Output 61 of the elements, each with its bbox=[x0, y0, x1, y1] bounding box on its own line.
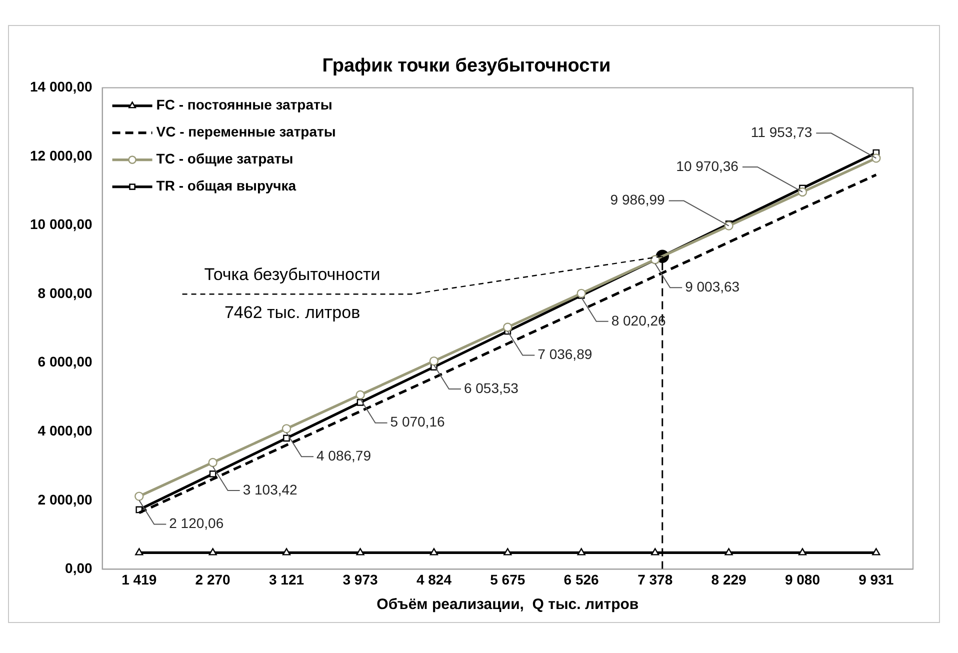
annotation: Точка безубыточности bbox=[204, 264, 380, 284]
point bbox=[209, 470, 216, 478]
x-tick-label: 4 824 bbox=[416, 571, 452, 588]
point bbox=[724, 548, 733, 556]
x-axis-title: Объём реализации, Q тыс. литров bbox=[376, 596, 639, 614]
x-tick-label: 2 270 bbox=[195, 571, 231, 588]
point bbox=[798, 548, 807, 556]
annotation: 7462 тыс. литров bbox=[224, 302, 360, 322]
y-tick-label: 4 000,00 bbox=[38, 422, 92, 439]
point bbox=[282, 548, 291, 556]
data-label: 6 053,53 bbox=[464, 380, 519, 396]
point bbox=[576, 288, 586, 298]
x-tick-label: 6 526 bbox=[564, 571, 600, 588]
data-label: 11 953,73 bbox=[750, 124, 812, 140]
data-label: 9 986,99 bbox=[610, 192, 665, 208]
legend-label: FC - постоянные затраты bbox=[156, 96, 332, 113]
point bbox=[577, 548, 586, 556]
point bbox=[503, 322, 512, 332]
x-tick-label: 3 973 bbox=[342, 571, 378, 588]
legend-label: VC - переменные затраты bbox=[156, 124, 336, 140]
chart-title: График точки безубыточности bbox=[322, 56, 611, 77]
point bbox=[724, 221, 734, 230]
x-tick-label: 7 378 bbox=[638, 571, 673, 588]
point bbox=[356, 390, 365, 400]
point bbox=[283, 434, 290, 442]
data-label: 7 036,89 bbox=[538, 346, 592, 362]
x-tick-label: 1 419 bbox=[122, 571, 157, 588]
point bbox=[208, 548, 217, 556]
data-label: 10 970,36 bbox=[676, 158, 739, 174]
x-tick-label: 9 080 bbox=[784, 571, 820, 588]
point bbox=[429, 356, 439, 366]
point bbox=[356, 548, 364, 556]
point bbox=[208, 458, 218, 468]
point bbox=[504, 548, 512, 556]
legend-label: TC - общие затраты bbox=[156, 150, 294, 167]
point bbox=[135, 548, 144, 556]
data-label: 2 120,06 bbox=[169, 515, 224, 532]
x-tick-label: 3 121 bbox=[268, 571, 304, 588]
y-tick-label: 2 000,00 bbox=[38, 491, 92, 508]
point bbox=[872, 154, 881, 163]
data-label: 8 020,26 bbox=[611, 312, 666, 328]
point bbox=[430, 548, 438, 556]
y-tick-label: 8 000,00 bbox=[38, 284, 92, 301]
legend-label: TR - общая выручка bbox=[156, 178, 296, 194]
point bbox=[651, 548, 660, 556]
point bbox=[134, 492, 144, 501]
x-tick-label: 5 675 bbox=[490, 571, 526, 588]
y-tick-label: 10 000,00 bbox=[30, 216, 92, 232]
data-label: 4 086,79 bbox=[316, 448, 372, 464]
x-tick-label: 9 931 bbox=[858, 571, 894, 588]
point bbox=[282, 424, 292, 434]
point bbox=[798, 187, 808, 197]
y-tick-label: 12 000,00 bbox=[30, 147, 92, 164]
data-label: 9 003,63 bbox=[685, 278, 740, 294]
data-label: 3 103,42 bbox=[242, 481, 298, 498]
data-label: 5 070,16 bbox=[390, 414, 445, 430]
point bbox=[872, 548, 880, 556]
y-tick-label: 6 000,00 bbox=[38, 354, 92, 370]
x-tick-label: 8 229 bbox=[711, 571, 747, 588]
y-tick-label: 14 000,00 bbox=[30, 78, 92, 95]
y-tick-label: 0,00 bbox=[65, 560, 92, 576]
